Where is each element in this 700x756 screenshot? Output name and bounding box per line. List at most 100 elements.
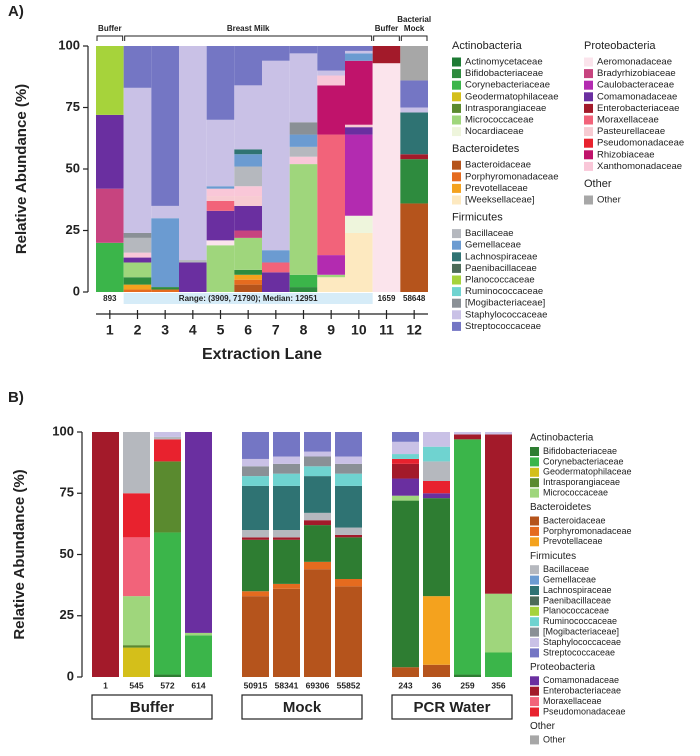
bar-segment bbox=[289, 46, 318, 54]
bar-segment bbox=[123, 537, 150, 597]
legend-swatch bbox=[530, 735, 539, 745]
bar-segment bbox=[289, 287, 318, 292]
bar-segment bbox=[485, 593, 512, 653]
bar-segment bbox=[242, 596, 269, 677]
bar-segment bbox=[234, 149, 262, 155]
group-box bbox=[241, 694, 363, 720]
legend-swatch bbox=[530, 596, 539, 606]
bar-segment bbox=[345, 46, 373, 51]
legend-label: Corynebacteriaceae bbox=[543, 456, 624, 466]
bar-segment bbox=[123, 432, 150, 494]
bar-segment bbox=[123, 262, 152, 278]
legend-swatch bbox=[530, 648, 539, 658]
legend-swatch bbox=[584, 195, 593, 205]
legend-label: Streptococcaceae bbox=[543, 647, 615, 657]
legend-label: [Weeksellaceae] bbox=[465, 195, 535, 206]
legend-label: Micrococcaceae bbox=[465, 115, 534, 126]
range-band bbox=[123, 293, 373, 304]
bar-segment bbox=[392, 463, 419, 479]
bar-segment bbox=[400, 159, 428, 204]
bar-segment bbox=[289, 274, 318, 288]
read-count: 69306 bbox=[306, 680, 330, 690]
y-tick-label: 25 bbox=[60, 607, 74, 622]
bar-segment bbox=[262, 272, 290, 292]
x-tick-label: 12 bbox=[406, 322, 422, 338]
legend-label: Comamonadaceae bbox=[597, 91, 677, 102]
bar-segment bbox=[304, 561, 331, 570]
bar-segment bbox=[345, 127, 373, 135]
bar-segment bbox=[335, 534, 362, 538]
legend-swatch bbox=[452, 252, 461, 262]
bar-segment bbox=[289, 122, 318, 135]
bar-segment bbox=[206, 240, 235, 246]
read-count: 545 bbox=[129, 680, 143, 690]
bar-segment bbox=[96, 242, 124, 292]
bar-segment bbox=[392, 432, 419, 442]
legend-swatch bbox=[530, 617, 539, 627]
legend-swatch bbox=[530, 537, 539, 547]
legend-group: Other bbox=[584, 178, 612, 190]
legend-label: Staphylococcaceae bbox=[543, 637, 621, 647]
bar-segment bbox=[454, 432, 481, 435]
legend-label: Nocardiaceae bbox=[465, 126, 524, 137]
bar-segment bbox=[400, 46, 428, 81]
bar-segment bbox=[234, 46, 262, 86]
bar-segment bbox=[206, 119, 235, 187]
bar-segment bbox=[206, 245, 235, 292]
bar-segment bbox=[242, 476, 269, 486]
bar-segment bbox=[123, 289, 152, 292]
legend-swatch bbox=[452, 298, 461, 308]
bar-segment bbox=[304, 432, 331, 452]
read-count: 1 bbox=[103, 680, 108, 690]
bar-segment bbox=[423, 493, 450, 499]
legend-label: Planococcaceae bbox=[465, 275, 535, 286]
panel-label: B) bbox=[8, 389, 24, 406]
legend-swatch bbox=[452, 80, 461, 90]
bar-segment bbox=[423, 432, 450, 447]
x-tick-label: 11 bbox=[379, 322, 394, 338]
bar-segment bbox=[423, 596, 450, 665]
legend-swatch bbox=[530, 707, 539, 717]
legend-group: Firmicutes bbox=[530, 551, 576, 562]
legend-swatch bbox=[530, 586, 539, 595]
read-count: 36 bbox=[432, 680, 442, 690]
bar-segment bbox=[423, 446, 450, 462]
bracket bbox=[400, 35, 428, 41]
bar-segment bbox=[206, 46, 235, 120]
bar-segment bbox=[400, 112, 428, 155]
read-count: 356 bbox=[491, 680, 505, 690]
bar-segment bbox=[234, 279, 262, 285]
bar-segment bbox=[345, 232, 373, 292]
legend-label: Other bbox=[543, 734, 566, 744]
bar-segment bbox=[423, 461, 450, 481]
bar-segment bbox=[400, 107, 428, 113]
legend-label: Ruminococcaceae bbox=[543, 616, 617, 626]
legend-swatch bbox=[530, 627, 539, 637]
legend-group: Proteobacteria bbox=[584, 40, 656, 52]
y-tick-label: 25 bbox=[66, 222, 80, 237]
group-label: PCR Water bbox=[414, 699, 491, 716]
bar-segment bbox=[335, 432, 362, 457]
bar-segment bbox=[392, 458, 419, 464]
bar-segment bbox=[304, 451, 331, 457]
bar-segment bbox=[123, 647, 150, 677]
bar-segment bbox=[242, 591, 269, 597]
bar-segment bbox=[423, 481, 450, 494]
bar-segment bbox=[345, 134, 373, 216]
bar-segment bbox=[335, 463, 362, 474]
bar-segment bbox=[273, 456, 300, 464]
legend-label: Micrococcaceae bbox=[543, 487, 608, 497]
bar-segment bbox=[392, 441, 419, 455]
legend-swatch bbox=[530, 488, 539, 498]
legend-group: Other bbox=[530, 721, 556, 732]
bar-segment bbox=[234, 186, 262, 197]
legend-label: Gemellaceae bbox=[543, 574, 596, 584]
bar-segment bbox=[123, 277, 152, 285]
bar-segment bbox=[234, 269, 262, 275]
bar-segment bbox=[262, 250, 290, 263]
group-box bbox=[391, 694, 513, 720]
legend-swatch bbox=[452, 321, 461, 331]
bar-segment bbox=[273, 588, 300, 677]
bar-segment bbox=[151, 287, 179, 290]
bracket-label: Bacterial Mock bbox=[397, 15, 432, 33]
